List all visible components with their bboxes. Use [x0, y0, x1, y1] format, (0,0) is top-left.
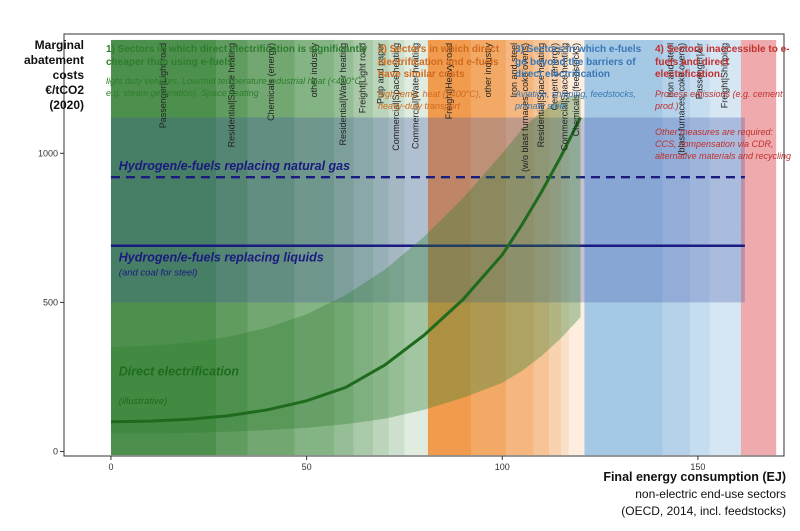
- series-labels: Hydrogen/e-fuels replacing natural gas Hy…: [119, 159, 350, 407]
- sector-segment: [247, 39, 295, 456]
- sector-segment: [110, 39, 217, 456]
- sector-1-description: light duty vehicles, Low/mid temperature…: [106, 76, 364, 98]
- segment-label: other industry: [483, 42, 493, 97]
- segment-label: Freight|Heavy road: [444, 43, 454, 119]
- segment-label: Iron and steel: [509, 43, 519, 98]
- band-label: Hydrogen/e-fuels replacing natural gas: [119, 159, 350, 173]
- y-axis-title-line: abatement: [23, 53, 84, 67]
- segment-label: Iron and steel: [665, 43, 675, 98]
- sector-segment: [427, 39, 471, 456]
- sector-segment: [353, 39, 374, 456]
- direct-electrification-label: Direct electrification: [119, 364, 240, 378]
- segment-label: Freight|Shipping: [720, 43, 730, 108]
- sector-4-description: Process emissions (e.g. cement prod.): [655, 88, 783, 111]
- sector-segment: [568, 39, 585, 456]
- segment-label: Chemicals (feedstocks): [571, 43, 581, 137]
- band-label: Hydrogen/e-fuels replacing liquids: [119, 251, 324, 265]
- sector-segment: [584, 39, 663, 456]
- y-axis-title-line: costs: [52, 68, 84, 82]
- band-note: (and coal for steel): [119, 268, 198, 279]
- sector-2-annotation: 2) Sectors in which direct electrificati…: [378, 44, 508, 112]
- x-axis-subtitle-line: non-electric end-use sectors: [635, 487, 786, 501]
- sector-segment: [294, 39, 334, 456]
- segment-label: Passenger|Light road: [158, 43, 168, 128]
- sector-2-description: high temp. heat (>400°C), heavy-duty tra…: [378, 88, 482, 111]
- sector-segment: [334, 39, 354, 456]
- x-tick-label: 50: [302, 462, 312, 472]
- sector-segment: [533, 39, 550, 456]
- segment-label: Freight|Light road: [358, 43, 368, 113]
- sector-3-annotation: 3) Sectors in which e-fuels go beyond th…: [515, 44, 650, 112]
- sector-3-description: Aviation, shipping, feedstocks, primary …: [515, 88, 636, 111]
- segment-label: other industry: [309, 42, 319, 97]
- sector-segment: [470, 39, 507, 456]
- segment-label: Chemicals (energy): [266, 43, 276, 121]
- axes: 0 50 100 150 0 500 1000: [38, 148, 705, 472]
- y-axis-title: Marginal abatement costs €/tCO2 (2020): [6, 38, 84, 113]
- y-axis-title-line: Marginal: [34, 38, 84, 52]
- sector-segment: [373, 39, 389, 456]
- sector-4-title: 4) Sectors inaccessible to e-fuels and d…: [655, 44, 790, 80]
- y-tick-label: 1000: [38, 148, 58, 158]
- sector-segment: [216, 39, 248, 456]
- hydrogen-bands: [110, 117, 745, 303]
- sector-3-title: 3) Sectors in which e-fuels go beyond th…: [515, 44, 642, 80]
- y-tick-label: 0: [53, 447, 58, 457]
- x-tick-label: 0: [108, 462, 113, 472]
- direct-electrification-note: (illustrative): [119, 396, 168, 407]
- sector-segment: [560, 39, 569, 456]
- segment-label: Commercial|Water heating: [411, 43, 421, 149]
- segment-label: Commercial|Space heating: [559, 43, 569, 151]
- segment-labels: Passenger|Light road Residential|Space he…: [158, 42, 730, 172]
- sector-4-annotation: 4) Sectors inaccessible to e-fuels and d…: [655, 44, 795, 162]
- direct-electrification-layer: [110, 93, 582, 434]
- sector-segment: [549, 39, 561, 456]
- direct-electrification-band: [111, 93, 581, 434]
- sector-4-note: Other measures are required: CCS, compen…: [655, 126, 792, 161]
- segment-label: Residential|Space heating: [536, 43, 546, 147]
- y-tick-label: 500: [43, 297, 58, 307]
- sector-segment: [690, 39, 710, 456]
- x-axis-title-block: Final energy consumption (EJ) non-electr…: [603, 468, 786, 520]
- segment-label: Commercial|Space heating: [391, 43, 401, 151]
- segment-label: (w/o blast furnaces, coke ovens): [520, 43, 530, 172]
- segment-label: Cement (energy): [549, 43, 559, 111]
- y-axis-title-line: €/tCO2: [45, 83, 84, 97]
- direct-electrification-curve: [110, 116, 582, 424]
- segment-label: (blast furnaces, coke ovens): [676, 43, 686, 156]
- sector-segment: [506, 39, 534, 456]
- sector-1-title: 1) Sectors in which direct electrificati…: [106, 44, 368, 68]
- hydrogen-band: [110, 224, 745, 303]
- x-tick-label: 150: [690, 462, 705, 472]
- segment-label: Residential|Water heating: [338, 43, 348, 146]
- segment-label: Pulp and paper: [375, 43, 385, 104]
- x-axis-subtitle-line: (OECD, 2014, incl. feedstocks): [621, 504, 786, 518]
- y-axis-title-line: (2020): [49, 98, 84, 112]
- sector-segment: [662, 39, 691, 456]
- x-tick-label: 100: [495, 462, 510, 472]
- x-axis-title: Final energy consumption (EJ): [603, 470, 786, 484]
- sector-segment: [740, 39, 777, 456]
- segment-label: Residential|Space heating: [227, 43, 237, 147]
- sector-segment: [404, 39, 428, 456]
- sector-1-annotation: 1) Sectors in which direct electrificati…: [106, 44, 376, 99]
- sector-segment: [709, 39, 741, 456]
- segment-label: Passenger|Air: [694, 43, 704, 99]
- sector-2-title: 2) Sectors in which direct electrificati…: [378, 44, 500, 80]
- hydrogen-band: [110, 117, 745, 225]
